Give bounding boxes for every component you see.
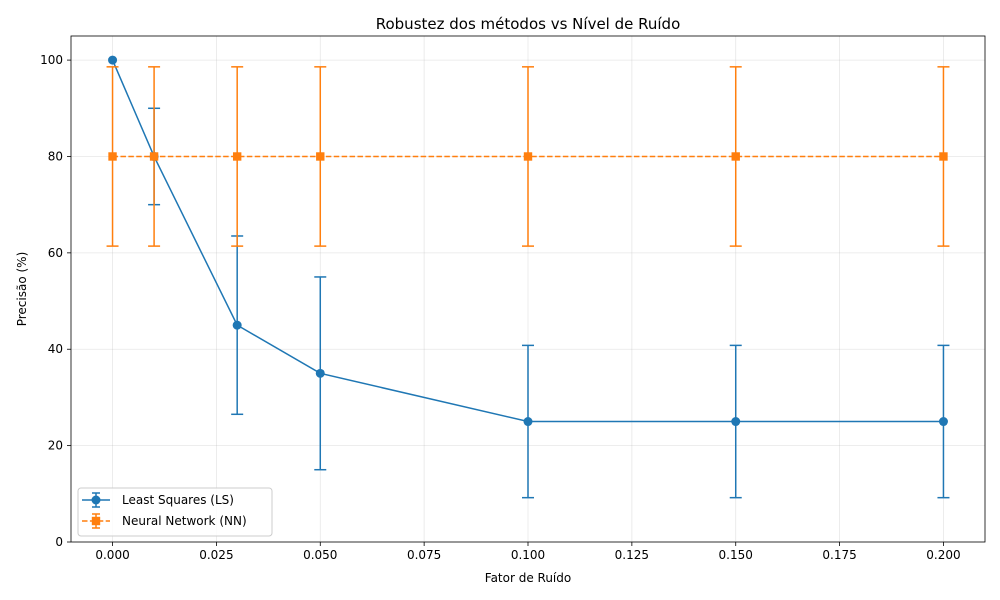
legend-entry: Neural Network (NN) [82,513,247,529]
data-point [938,417,948,427]
legend-label: Least Squares (LS) [122,493,234,507]
legend-label: Neural Network (NN) [122,514,247,528]
legend-entry: Least Squares (LS) [82,492,234,508]
x-axis-label: Fator de Ruído [485,571,571,585]
x-tick-label: 0.100 [511,548,545,562]
data-point [108,152,117,161]
data-point [149,152,159,161]
x-tick-label: 0.000 [95,548,129,562]
data-point [315,368,325,378]
y-tick-label: 60 [48,246,63,260]
x-axis: 0.000 0.025 0.050 0.075 0.100 0.125 0.150 0.175… [95,542,961,562]
y-tick-label: 20 [48,439,63,453]
data-point [731,417,741,427]
x-tick-label: 0.175 [822,548,856,562]
data-point [731,152,740,161]
data-point [232,152,242,161]
data-point [232,320,242,330]
y-tick-label: 100 [40,53,63,67]
legend-marker [91,495,101,505]
x-tick-label: 0.025 [199,548,233,562]
data-point [523,152,533,161]
x-tick-label: 0.200 [926,548,960,562]
x-tick-label: 0.125 [615,548,649,562]
data-point [108,55,118,65]
y-tick-label: 80 [48,149,63,163]
y-tick-label: 0 [55,535,63,549]
data-point [939,152,948,161]
legend-marker [91,516,101,526]
x-tick-label: 0.050 [303,548,337,562]
legend-frame [77,487,273,537]
y-tick-label: 40 [48,342,63,356]
chart-title: Robustez dos métodos vs Nível de Ruído [376,15,681,33]
legend: Least Squares (LS) Neural Network (NN) [77,487,273,537]
series-2 [106,66,950,247]
y-axis-label: Precisão (%) [15,252,29,327]
data-point [523,417,533,427]
data-point [316,152,325,161]
x-tick-label: 0.075 [407,548,441,562]
y-axis: 0 20 40 60 80 100 [40,53,71,549]
x-tick-label: 0.150 [719,548,753,562]
series-layer [106,55,950,499]
